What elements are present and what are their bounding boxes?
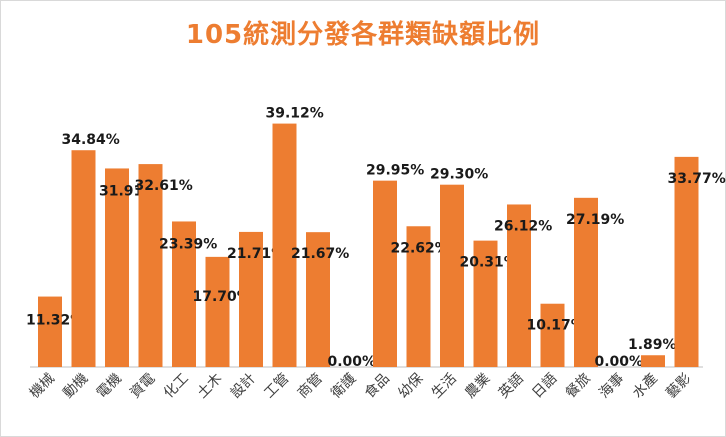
data-label-日語: 10.17%	[527, 318, 585, 334]
bar-食品	[373, 180, 397, 367]
bar-英語	[507, 204, 531, 367]
data-label-藝影: 33.77%	[668, 171, 726, 187]
category-label-商管: 商管	[295, 371, 326, 402]
bar-幼保	[406, 226, 431, 367]
bar-土木	[205, 256, 230, 367]
category-label-藝影: 藝影	[663, 371, 694, 402]
bar-藝影	[674, 156, 699, 367]
data-label-設計: 21.71%	[227, 246, 285, 262]
category-label-工管: 工管	[261, 371, 292, 402]
data-label-衛護: 0.00%	[328, 354, 377, 370]
data-label-機械: 11.32%	[26, 313, 84, 329]
category-label-農業: 農業	[462, 371, 493, 402]
category-label-電機: 電機	[94, 371, 125, 402]
category-label-化工: 化工	[161, 371, 192, 402]
bar-水產	[641, 355, 665, 367]
category-label-海事: 海事	[596, 371, 627, 402]
bar-資電	[138, 164, 163, 367]
bar-日語	[540, 303, 565, 367]
bar-電機	[105, 168, 129, 367]
category-label-動機: 動機	[60, 371, 91, 402]
category-label-機械: 機械	[27, 371, 58, 402]
data-label-生活: 29.30%	[430, 167, 488, 183]
category-label-英語: 英語	[495, 370, 527, 402]
data-label-資電: 32.61%	[135, 178, 193, 194]
bar-餐旅	[574, 197, 598, 367]
data-label-工管: 39.12%	[266, 106, 324, 122]
data-label-農業: 20.31%	[460, 255, 518, 271]
bar-工管	[272, 123, 297, 367]
chart-title: 105統測分發各群類缺額比例	[185, 20, 541, 50]
category-label-餐旅: 餐旅	[563, 371, 594, 402]
data-label-英語: 26.12%	[494, 218, 552, 234]
category-label-生活: 生活	[429, 371, 460, 402]
data-label-化工: 23.39%	[159, 236, 217, 252]
category-label-幼保: 幼保	[395, 371, 426, 402]
category-label-日語: 日語	[529, 371, 560, 402]
data-label-海事: 0.00%	[595, 354, 644, 370]
data-label-商管: 21.67%	[291, 246, 349, 262]
data-label-水產: 1.89%	[628, 337, 677, 353]
data-label-食品: 29.95%	[366, 163, 424, 179]
bar-機械	[38, 296, 62, 367]
category-label-水產: 水產	[629, 370, 661, 402]
category-label-衛護: 衛護	[328, 371, 359, 402]
data-label-餐旅: 27.19%	[566, 212, 624, 228]
bar-農業	[473, 240, 498, 367]
category-label-設計: 設計	[228, 371, 259, 402]
category-label-資電: 資電	[127, 371, 158, 402]
bar-化工	[172, 221, 196, 367]
bar-生活	[440, 184, 464, 367]
bar-設計	[239, 231, 263, 367]
data-label-土木: 17.70%	[193, 289, 251, 305]
data-label-動機: 34.84%	[62, 132, 120, 148]
bar-商管	[306, 232, 330, 367]
category-label-土木: 土木	[194, 371, 225, 402]
bar-動機	[71, 150, 96, 367]
data-label-幼保: 22.62%	[391, 240, 449, 256]
category-label-食品: 食品	[361, 370, 393, 402]
